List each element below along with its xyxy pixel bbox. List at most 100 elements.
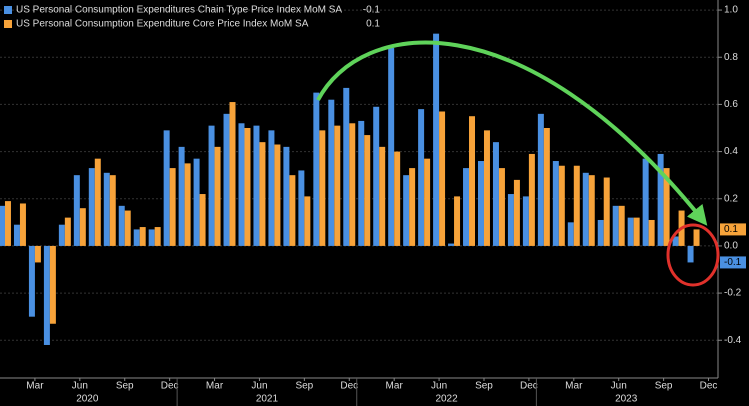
bar [657,153,664,246]
x-tick-label: Mar [26,381,44,392]
bar [103,172,110,246]
bar [334,125,341,246]
bar [409,168,416,246]
bar [229,102,236,246]
bar [558,165,565,246]
bar [274,144,281,246]
year-label: 2022 [435,394,458,405]
bar [214,146,221,246]
bar [403,175,410,246]
bar [34,245,41,263]
bar [528,153,535,246]
value-tag [720,256,746,269]
bar [492,142,499,246]
bar [439,111,446,246]
bar [193,158,200,246]
highlight-circle [666,223,720,287]
x-tick-label: Jun [611,381,627,392]
bar [79,208,86,246]
y-tick-label: -0.4 [724,335,742,346]
bar [118,205,125,246]
bar [448,243,455,246]
bar [477,161,484,246]
bar [124,210,131,246]
bar [0,205,5,246]
x-tick-label: Sep [655,381,673,392]
bar [522,196,529,246]
bar [208,125,215,246]
bar [49,245,56,324]
bar [73,175,80,246]
x-tick-label: Mar [565,381,583,392]
bar [4,201,11,246]
bar [597,219,604,246]
bar [223,113,230,246]
x-tick-label: Jun [72,381,88,392]
bar [313,92,320,246]
bar [513,179,520,246]
bar [633,217,640,246]
bar [618,205,625,246]
bar [663,168,670,246]
bar [418,109,425,246]
bar [693,229,700,246]
bar [424,158,431,246]
bar [642,158,649,246]
bar [253,125,260,246]
bar [379,146,386,246]
bar [169,168,176,246]
x-tick-label: Sep [116,381,134,392]
bar [349,123,356,246]
bar [238,123,245,246]
bar [154,227,161,246]
bar [244,128,251,246]
x-tick-label: Mar [386,381,404,392]
x-tick-label: Sep [475,381,493,392]
bar [283,146,290,246]
bar [178,146,185,246]
bar [343,87,350,246]
bar [184,163,191,246]
y-tick-label: -0.2 [724,288,742,299]
legend-label: US Personal Consumption Expenditure Core… [16,19,309,30]
value-tag-label: 0.1 [724,224,738,235]
y-tick-label: 0.0 [724,241,738,252]
bar [139,227,146,246]
bar [163,130,170,246]
x-tick-label: Dec [520,381,538,392]
bar [328,99,335,246]
bar [433,33,440,246]
bar [672,236,679,246]
year-label: 2021 [256,394,279,405]
value-tag [720,223,746,236]
bar [199,194,206,246]
bar [28,245,35,317]
bar [483,130,490,246]
bar [319,130,326,246]
bar [58,224,65,246]
year-label: 2020 [76,394,99,405]
bar [573,165,580,246]
bar [648,219,655,246]
bar [13,224,20,246]
bar [394,151,401,246]
legend-value: -0.1 [363,5,381,16]
bar [289,175,296,246]
bar [364,135,371,246]
x-tick-label: Mar [206,381,224,392]
bar [469,116,476,246]
bar [133,229,140,246]
x-tick-label: Sep [295,381,313,392]
value-tag-label: -0.1 [724,257,742,268]
bar [373,106,380,246]
x-tick-label: Jun [431,381,447,392]
bar [259,142,266,246]
bar [88,168,95,246]
y-tick-label: 0.4 [724,146,738,157]
y-tick-label: 0.8 [724,52,738,63]
bar [603,177,610,246]
bar [463,168,470,246]
bar [687,245,694,263]
legend-swatch [4,6,12,14]
